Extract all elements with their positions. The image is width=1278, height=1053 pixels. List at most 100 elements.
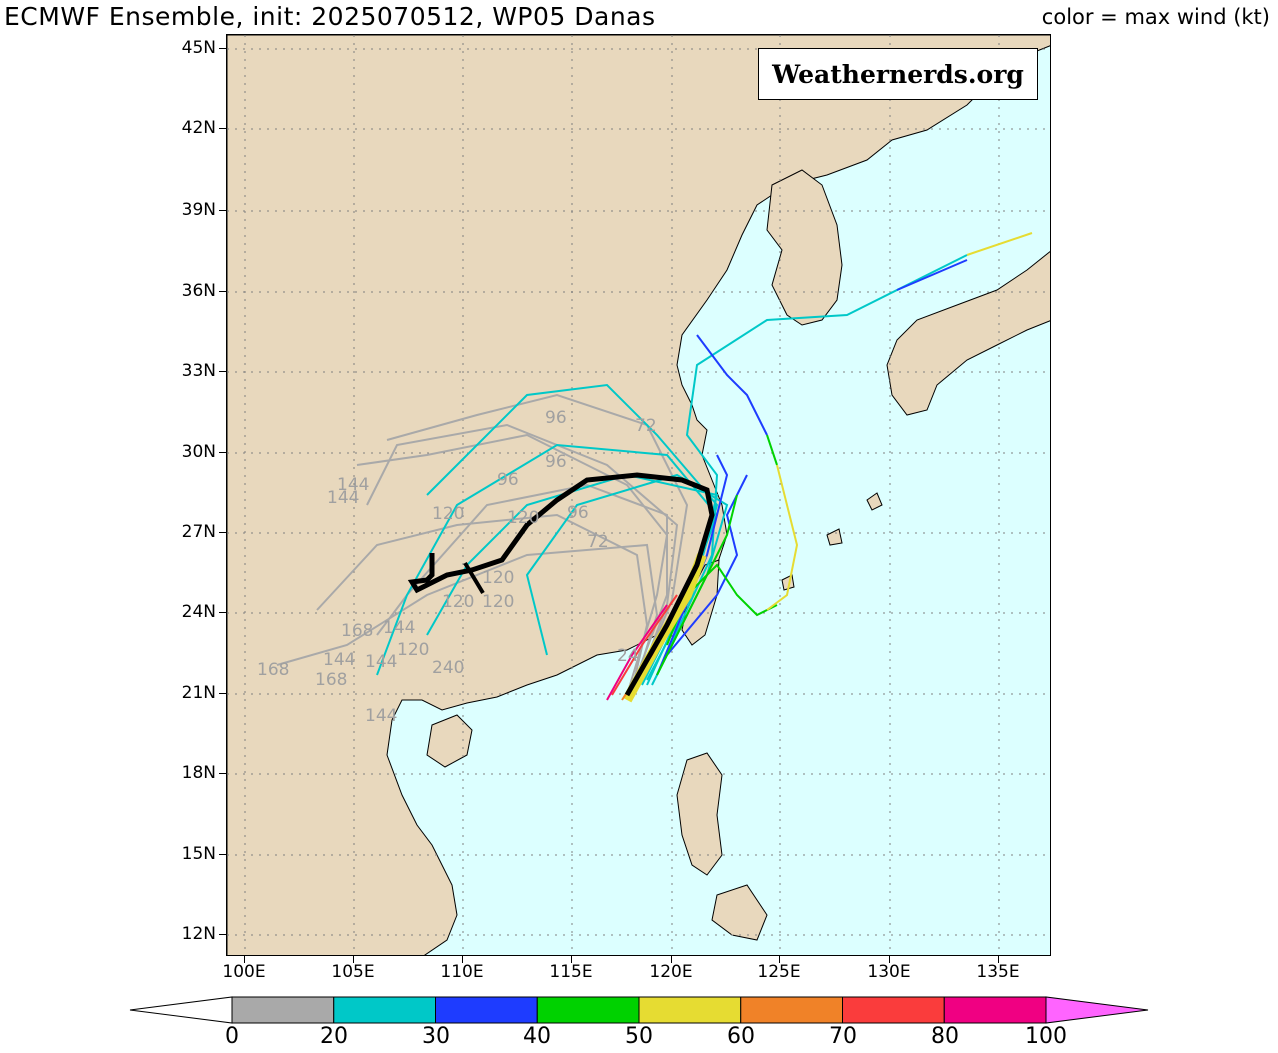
mean-track	[407, 472, 715, 697]
colorbar-cell	[536, 996, 640, 1024]
hour-label: 144	[365, 652, 397, 672]
track-blue-4	[896, 259, 968, 291]
lat-label: 36N	[181, 281, 216, 301]
hour-label: 144	[327, 488, 359, 508]
lon-label: 105E	[331, 962, 375, 982]
colorbar-cell	[842, 996, 945, 1024]
hour-label: 96	[545, 452, 567, 472]
lon-label: 120E	[649, 962, 693, 982]
mean-track-branch	[463, 561, 485, 595]
map-panel: 96 72 96 96 144 144 120 120 96 72 120 12…	[226, 34, 1051, 956]
hour-label: 240	[432, 658, 464, 678]
lon-tick	[998, 956, 999, 963]
hour-label: 168	[315, 670, 347, 690]
lon-label: 125E	[757, 962, 801, 982]
colorbar-label: 80	[931, 1024, 959, 1049]
lon-tick	[779, 956, 780, 963]
lat-tick	[219, 612, 226, 613]
track-gray-1	[356, 433, 669, 696]
colorbar-cell	[333, 996, 436, 1024]
hour-label: 168	[341, 621, 373, 641]
colorbar-label: 50	[625, 1024, 653, 1049]
colorbar-cell	[231, 996, 335, 1024]
lat-tick	[219, 532, 226, 533]
track-gray-3	[316, 513, 649, 691]
lat-tick	[219, 773, 226, 774]
land-hainan	[426, 714, 473, 768]
map-svg: 96 72 96 96 144 144 120 120 96 72 120 12…	[227, 35, 1050, 955]
lon-tick	[353, 956, 354, 963]
colorbar-right-arrow	[1045, 996, 1149, 1024]
colorbar-cell	[943, 996, 1047, 1024]
lon-tick	[462, 956, 463, 963]
track-yellow-2	[966, 232, 1033, 256]
colorbar-label: 40	[523, 1024, 551, 1049]
grid	[227, 35, 1050, 955]
hour-label: 168	[257, 660, 289, 680]
colorbar-label: 30	[422, 1024, 450, 1049]
hour-label: 120	[442, 592, 474, 612]
track-magenta-1	[606, 604, 668, 701]
colorbar-cell	[740, 996, 843, 1024]
hour-label: 144	[337, 475, 369, 495]
lat-label: 39N	[181, 200, 216, 220]
hour-label: 72	[587, 532, 609, 552]
track-gray-4	[276, 543, 659, 686]
hour-label: 120	[482, 568, 514, 588]
lat-tick	[219, 48, 226, 49]
lat-tick	[219, 452, 226, 453]
colorbar-cells	[231, 996, 1047, 1024]
lat-tick	[219, 210, 226, 211]
lon-label: 130E	[867, 962, 911, 982]
hour-label: 24	[617, 646, 639, 666]
track-green-1	[656, 494, 738, 676]
colorbar-label: 20	[320, 1024, 348, 1049]
land-asia	[227, 35, 1050, 955]
hour-label: 144	[383, 618, 415, 638]
lat-tick	[219, 693, 226, 694]
lat-label: 18N	[181, 763, 216, 783]
colorbar-cell	[638, 996, 742, 1024]
track-yellow-1	[766, 464, 799, 611]
lat-tick	[219, 291, 226, 292]
lon-tick	[571, 956, 572, 963]
watermark-box: Weathernerds.org	[758, 48, 1038, 100]
lon-label: 110E	[440, 962, 484, 982]
lat-label: 45N	[181, 38, 216, 58]
colorbar-left-arrow	[129, 996, 233, 1024]
hour-label: 120	[482, 592, 514, 612]
hour-label: 96	[497, 470, 519, 490]
lon-tick	[244, 956, 245, 963]
lat-tick	[219, 854, 226, 855]
lat-label: 33N	[181, 361, 216, 381]
chart-title: ECMWF Ensemble, init: 2025070512, WP05 D…	[4, 2, 656, 31]
hour-label: 72	[635, 416, 657, 436]
land-korea	[766, 169, 843, 326]
hour-label: 144	[323, 650, 355, 670]
lon-label: 135E	[976, 962, 1020, 982]
colorbar-label: 70	[829, 1024, 857, 1049]
land-philippines	[676, 752, 768, 941]
colorbar-label: 0	[225, 1024, 239, 1049]
lat-tick	[219, 371, 226, 372]
land-japan	[886, 250, 1050, 416]
hour-label: 96	[567, 503, 589, 523]
colorbar-svg	[129, 996, 1149, 1024]
legend-title: color = max wind (kt)	[1041, 5, 1270, 29]
lat-tick	[219, 934, 226, 935]
lat-label: 21N	[181, 683, 216, 703]
hour-label: 120	[507, 508, 539, 528]
track-green-2	[766, 434, 778, 466]
hour-label: 120	[397, 640, 429, 660]
lat-label: 12N	[181, 924, 216, 944]
lat-label: 27N	[181, 522, 216, 542]
track-red-1	[611, 594, 678, 696]
colorbar-cell	[435, 996, 538, 1024]
lon-tick	[671, 956, 672, 963]
lat-label: 30N	[181, 442, 216, 462]
colorbar	[0, 990, 1278, 1053]
track-blue-2	[696, 334, 768, 436]
hour-labels: 96 72 96 96 144 144 120 120 96 72 120 12…	[257, 408, 657, 726]
lat-label: 42N	[181, 118, 216, 138]
colorbar-label: 100	[1025, 1024, 1067, 1049]
